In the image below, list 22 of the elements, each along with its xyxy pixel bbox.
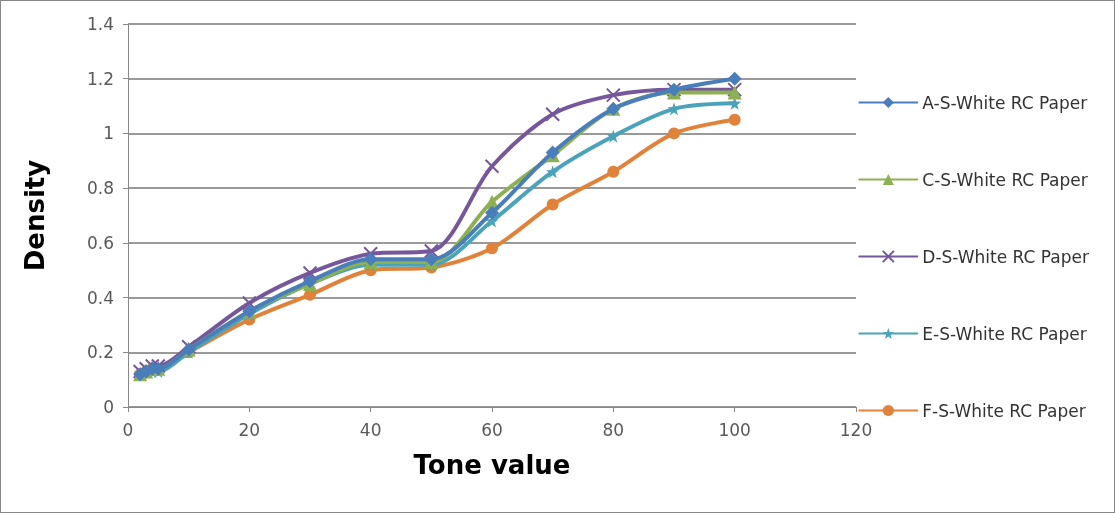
x-tick-label: 40: [359, 419, 382, 440]
x-tick-label: 80: [602, 419, 625, 440]
y-axis-title: Density: [20, 159, 50, 272]
legend-label: F-S-White RC Paper: [922, 400, 1086, 421]
y-tick-label: 1: [103, 123, 114, 144]
y-tick-label: 1.4: [86, 14, 114, 34]
y-tick-label: 0.2: [86, 342, 114, 363]
legend-label: D-S-White RC Paper: [922, 246, 1090, 267]
y-tick-label: 0: [103, 397, 114, 417]
x-tick-label: 120: [839, 419, 873, 440]
y-tick-label: 0.8: [86, 178, 114, 199]
x-tick-label: 0: [122, 419, 134, 440]
x-axis-title: Tone value: [413, 450, 571, 480]
y-tick-label: 0.4: [86, 287, 114, 308]
x-tick-label: 100: [718, 419, 751, 440]
legend-label: A-S-White RC Paper: [922, 92, 1088, 113]
x-tick-label: 20: [238, 419, 261, 440]
y-tick-label: 0.6: [86, 232, 114, 253]
legend-label: C-S-White RC Paper: [922, 169, 1088, 190]
y-tick-label: 1.2: [86, 68, 114, 89]
x-tick-label: 60: [481, 419, 503, 440]
legend-label: E-S-White RC Paper: [922, 323, 1087, 344]
